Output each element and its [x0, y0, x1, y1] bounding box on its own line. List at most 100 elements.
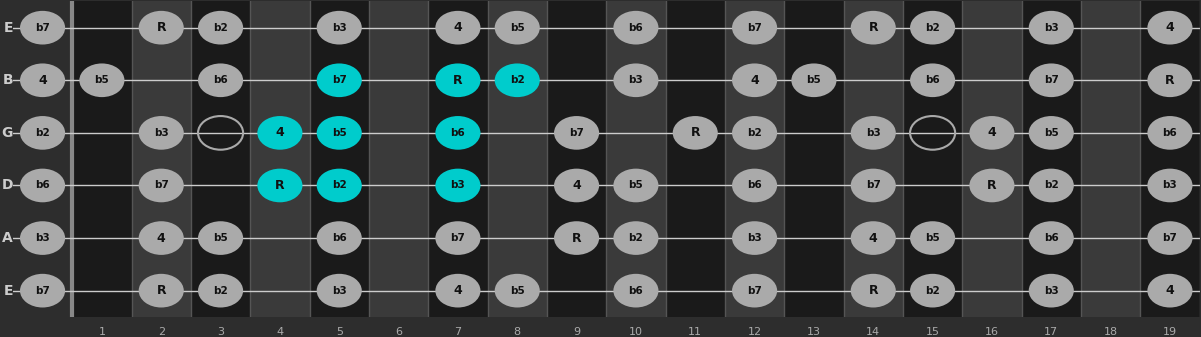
Ellipse shape [910, 274, 955, 307]
Text: b7: b7 [569, 128, 584, 138]
Text: b5: b5 [214, 233, 228, 243]
Ellipse shape [1029, 63, 1074, 97]
FancyBboxPatch shape [132, 1, 191, 317]
Ellipse shape [614, 168, 658, 202]
Text: 17: 17 [1044, 328, 1058, 337]
FancyBboxPatch shape [843, 1, 903, 317]
Ellipse shape [1147, 11, 1193, 44]
Text: 5: 5 [336, 328, 342, 337]
Ellipse shape [20, 11, 65, 44]
Text: b3: b3 [331, 286, 347, 296]
Text: 16: 16 [985, 328, 999, 337]
Text: E: E [4, 21, 13, 35]
Text: b6: b6 [214, 75, 228, 85]
Text: 4: 4 [454, 21, 462, 34]
Text: 6: 6 [395, 328, 402, 337]
Text: 4: 4 [987, 126, 997, 140]
Ellipse shape [733, 63, 777, 97]
Ellipse shape [257, 116, 303, 150]
Ellipse shape [910, 11, 955, 44]
Text: b5: b5 [510, 286, 525, 296]
Ellipse shape [317, 63, 362, 97]
Ellipse shape [138, 11, 184, 44]
Text: 4: 4 [275, 126, 285, 140]
Text: 4: 4 [1165, 21, 1175, 34]
Ellipse shape [554, 116, 599, 150]
Text: b6: b6 [35, 181, 50, 190]
Ellipse shape [1029, 221, 1074, 255]
FancyBboxPatch shape [250, 1, 310, 317]
Text: b2: b2 [510, 75, 525, 85]
Ellipse shape [198, 274, 243, 307]
Ellipse shape [733, 168, 777, 202]
Text: 4: 4 [38, 74, 47, 87]
Ellipse shape [850, 116, 896, 150]
Ellipse shape [20, 221, 65, 255]
FancyBboxPatch shape [429, 1, 488, 317]
Ellipse shape [435, 63, 480, 97]
Ellipse shape [1029, 116, 1074, 150]
Ellipse shape [138, 274, 184, 307]
Ellipse shape [733, 274, 777, 307]
Ellipse shape [198, 221, 243, 255]
Text: b7: b7 [450, 233, 465, 243]
Text: b7: b7 [747, 286, 761, 296]
Text: 4: 4 [868, 232, 878, 245]
Text: b2: b2 [747, 128, 761, 138]
FancyBboxPatch shape [191, 1, 250, 317]
Text: b2: b2 [925, 23, 940, 33]
Ellipse shape [733, 116, 777, 150]
Text: 14: 14 [866, 328, 880, 337]
Ellipse shape [198, 11, 243, 44]
Text: b3: b3 [450, 181, 465, 190]
Ellipse shape [20, 274, 65, 307]
Text: R: R [275, 179, 285, 192]
Text: b2: b2 [628, 233, 644, 243]
Text: b2: b2 [214, 23, 228, 33]
Ellipse shape [969, 116, 1015, 150]
Text: 1: 1 [98, 328, 106, 337]
FancyBboxPatch shape [607, 1, 665, 317]
FancyBboxPatch shape [665, 1, 725, 317]
Text: b3: b3 [866, 128, 880, 138]
Ellipse shape [850, 274, 896, 307]
Text: b3: b3 [1044, 23, 1058, 33]
Text: R: R [691, 126, 700, 140]
FancyBboxPatch shape [546, 1, 607, 317]
Text: b5: b5 [510, 23, 525, 33]
Ellipse shape [1147, 63, 1193, 97]
Text: b7: b7 [35, 286, 50, 296]
Text: b3: b3 [1044, 286, 1058, 296]
Text: R: R [156, 284, 166, 297]
Ellipse shape [79, 63, 125, 97]
Text: b2: b2 [214, 286, 228, 296]
Text: 4: 4 [454, 284, 462, 297]
Ellipse shape [614, 274, 658, 307]
Text: R: R [156, 21, 166, 34]
Text: R: R [1165, 74, 1175, 87]
Text: b5: b5 [95, 75, 109, 85]
Text: b6: b6 [1044, 233, 1058, 243]
Text: b7: b7 [1163, 233, 1177, 243]
Text: b2: b2 [35, 128, 50, 138]
Text: E: E [4, 284, 13, 298]
Text: B: B [2, 73, 13, 87]
Ellipse shape [317, 221, 362, 255]
Text: R: R [453, 74, 462, 87]
FancyBboxPatch shape [72, 1, 132, 317]
Ellipse shape [1147, 168, 1193, 202]
Ellipse shape [20, 168, 65, 202]
Text: 12: 12 [747, 328, 761, 337]
Ellipse shape [495, 63, 539, 97]
Ellipse shape [138, 168, 184, 202]
Ellipse shape [435, 116, 480, 150]
Ellipse shape [495, 274, 539, 307]
Text: 9: 9 [573, 328, 580, 337]
Ellipse shape [435, 221, 480, 255]
Text: b5: b5 [807, 75, 821, 85]
Text: b2: b2 [1044, 181, 1058, 190]
Text: b2: b2 [925, 286, 940, 296]
Text: b3: b3 [154, 128, 168, 138]
Text: 18: 18 [1104, 328, 1118, 337]
Text: 19: 19 [1163, 328, 1177, 337]
